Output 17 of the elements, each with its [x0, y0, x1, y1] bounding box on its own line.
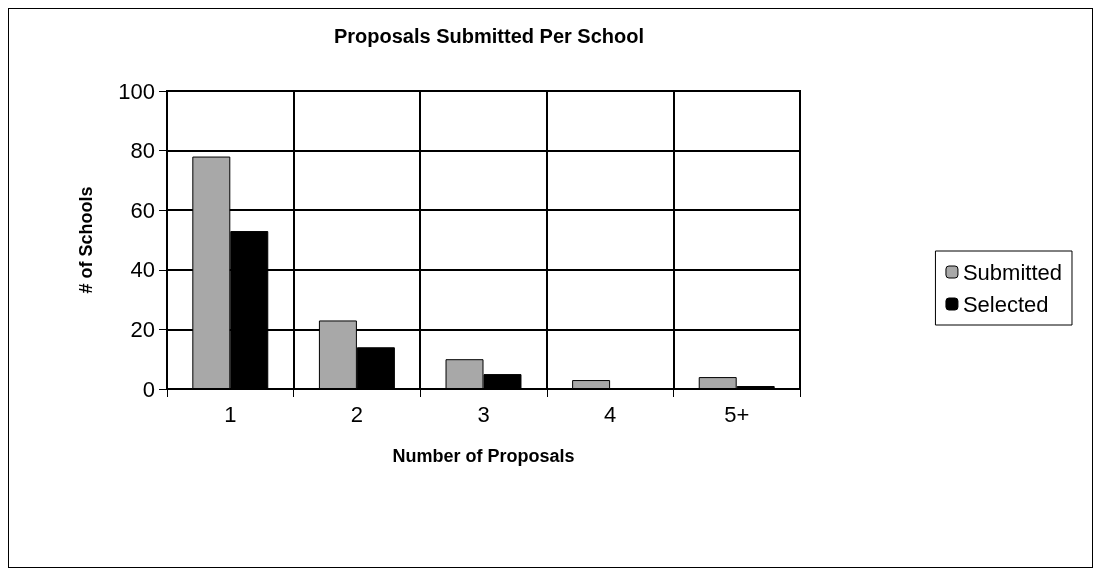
y-tick-label: 20 — [130, 316, 155, 342]
x-tick-label: 3 — [477, 401, 490, 427]
x-axis-title: Number of Proposals — [392, 446, 575, 466]
legend-label: Submitted — [962, 259, 1063, 285]
chart-title: Proposals Submitted Per School — [333, 25, 645, 47]
x-tick-label: 5+ — [724, 401, 750, 427]
x-tick-label: 1 — [224, 401, 237, 427]
y-tick-label: 80 — [130, 138, 155, 164]
y-tick-label: 60 — [130, 197, 155, 223]
x-tick-label: 2 — [350, 401, 364, 427]
x-tick-label: 4 — [603, 401, 617, 427]
bar — [572, 380, 611, 389]
y-axis-title: # of Schools — [76, 186, 96, 294]
y-tick-label: 100 — [118, 78, 155, 104]
legend-label: Selected — [962, 291, 1049, 317]
y-tick-label: 0 — [142, 376, 155, 402]
y-tick-label: 40 — [130, 257, 155, 283]
